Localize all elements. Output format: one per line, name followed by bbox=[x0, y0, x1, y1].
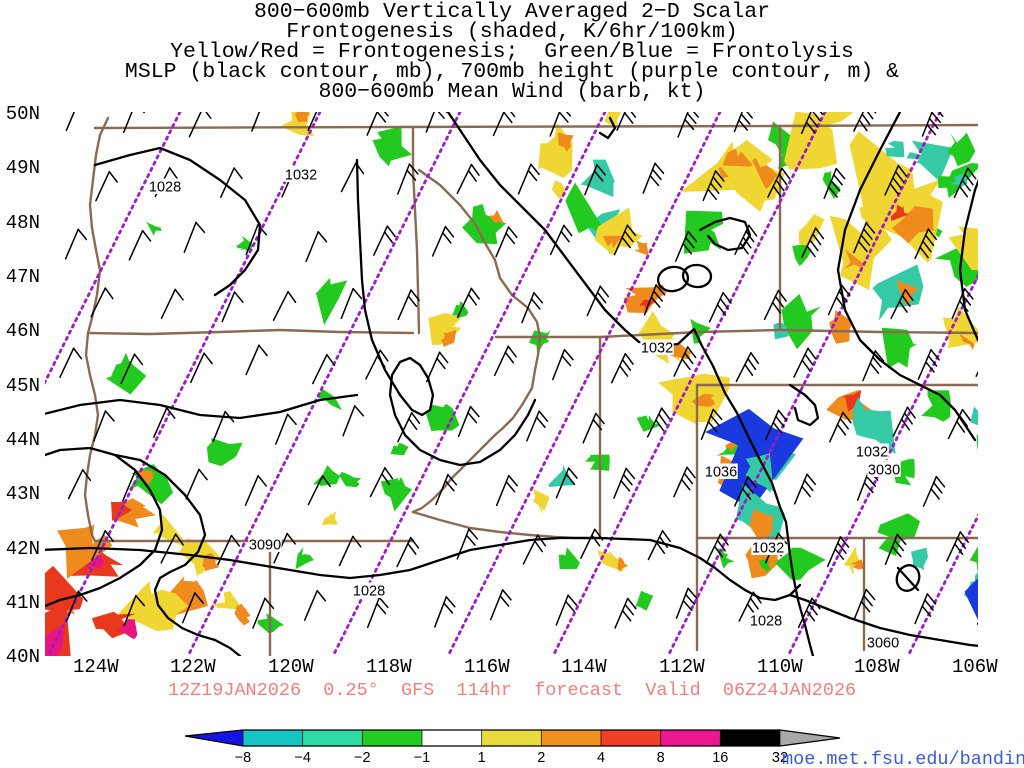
svg-text:−1: −1 bbox=[414, 750, 431, 766]
svg-text:16: 16 bbox=[712, 750, 728, 766]
svg-text:2: 2 bbox=[537, 750, 545, 766]
svg-text:−8: −8 bbox=[235, 750, 252, 766]
svg-text:4: 4 bbox=[597, 750, 605, 766]
svg-text:−4: −4 bbox=[294, 750, 311, 766]
svg-text:−2: −2 bbox=[354, 750, 371, 766]
svg-text:1: 1 bbox=[478, 750, 486, 766]
svg-text:8: 8 bbox=[657, 750, 665, 766]
